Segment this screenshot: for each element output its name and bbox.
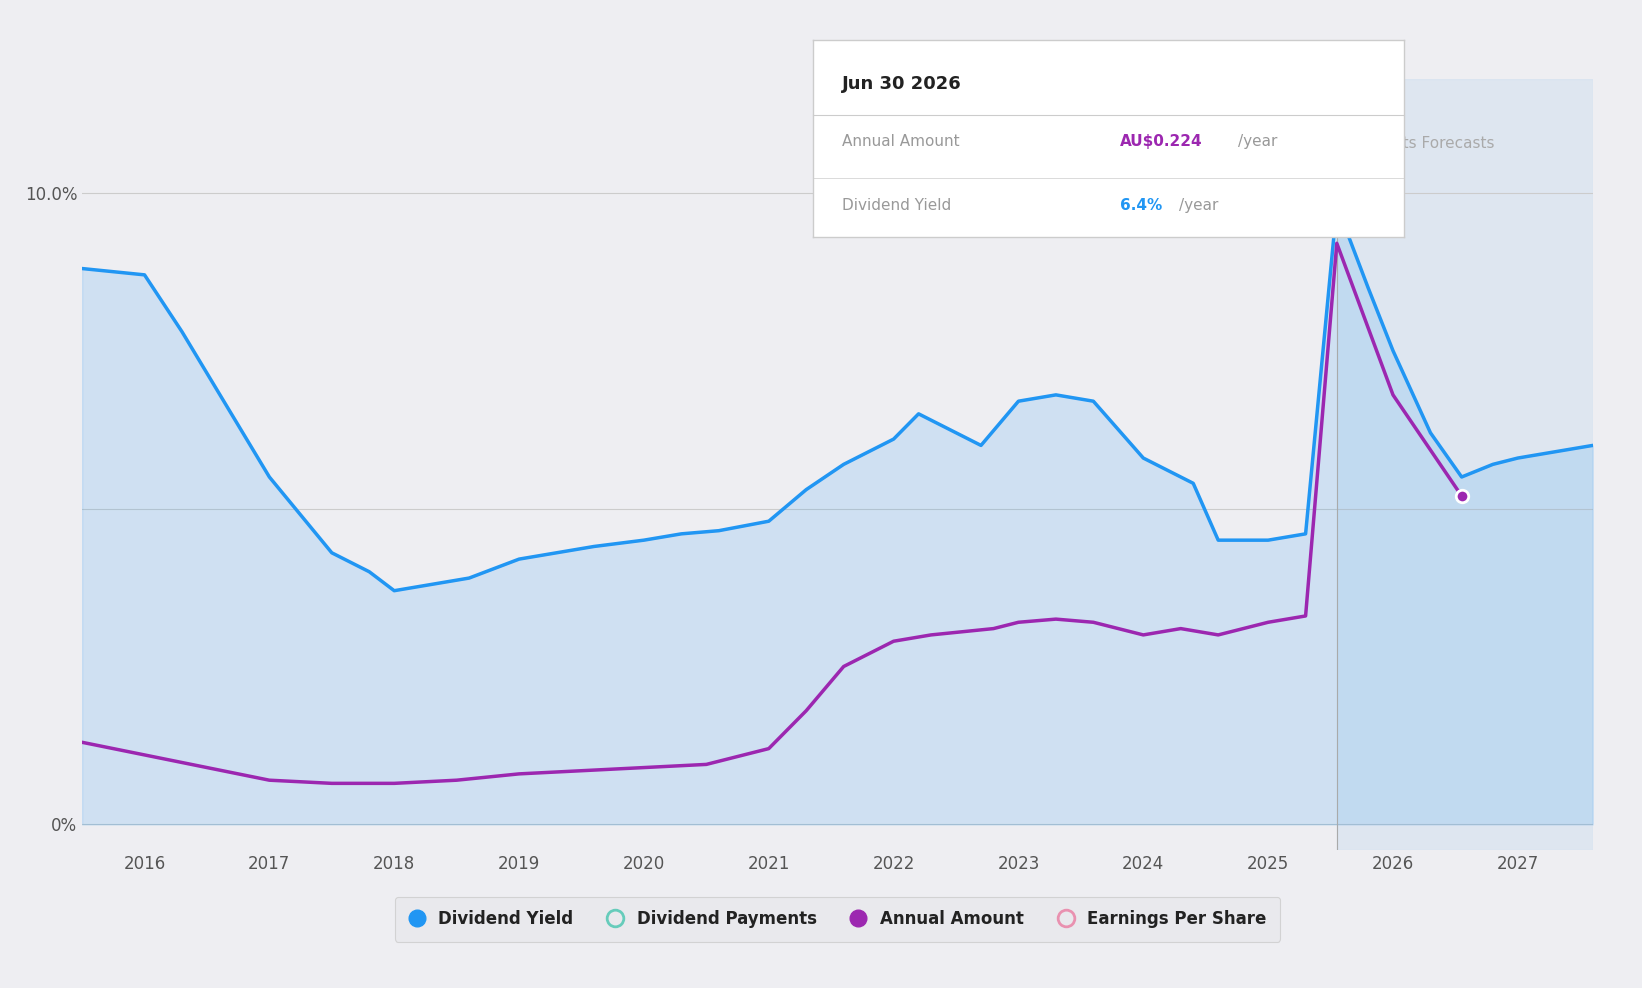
Text: Annual Amount: Annual Amount (842, 134, 961, 149)
Text: Jun 30 2026: Jun 30 2026 (842, 75, 962, 93)
Text: /year: /year (1238, 134, 1277, 149)
Text: AU$0.224: AU$0.224 (1120, 134, 1204, 149)
Text: Dividend Yield: Dividend Yield (842, 198, 952, 212)
Legend: Dividend Yield, Dividend Payments, Annual Amount, Earnings Per Share: Dividend Yield, Dividend Payments, Annua… (394, 897, 1281, 942)
Text: /year: /year (1179, 198, 1218, 212)
Text: 6.4%: 6.4% (1120, 198, 1163, 212)
Text: Past: Past (1289, 136, 1327, 151)
Text: Analysts Forecasts: Analysts Forecasts (1351, 136, 1494, 151)
Bar (1337, 79, 1593, 850)
